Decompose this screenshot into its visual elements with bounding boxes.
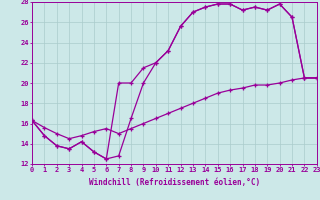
- X-axis label: Windchill (Refroidissement éolien,°C): Windchill (Refroidissement éolien,°C): [89, 178, 260, 187]
